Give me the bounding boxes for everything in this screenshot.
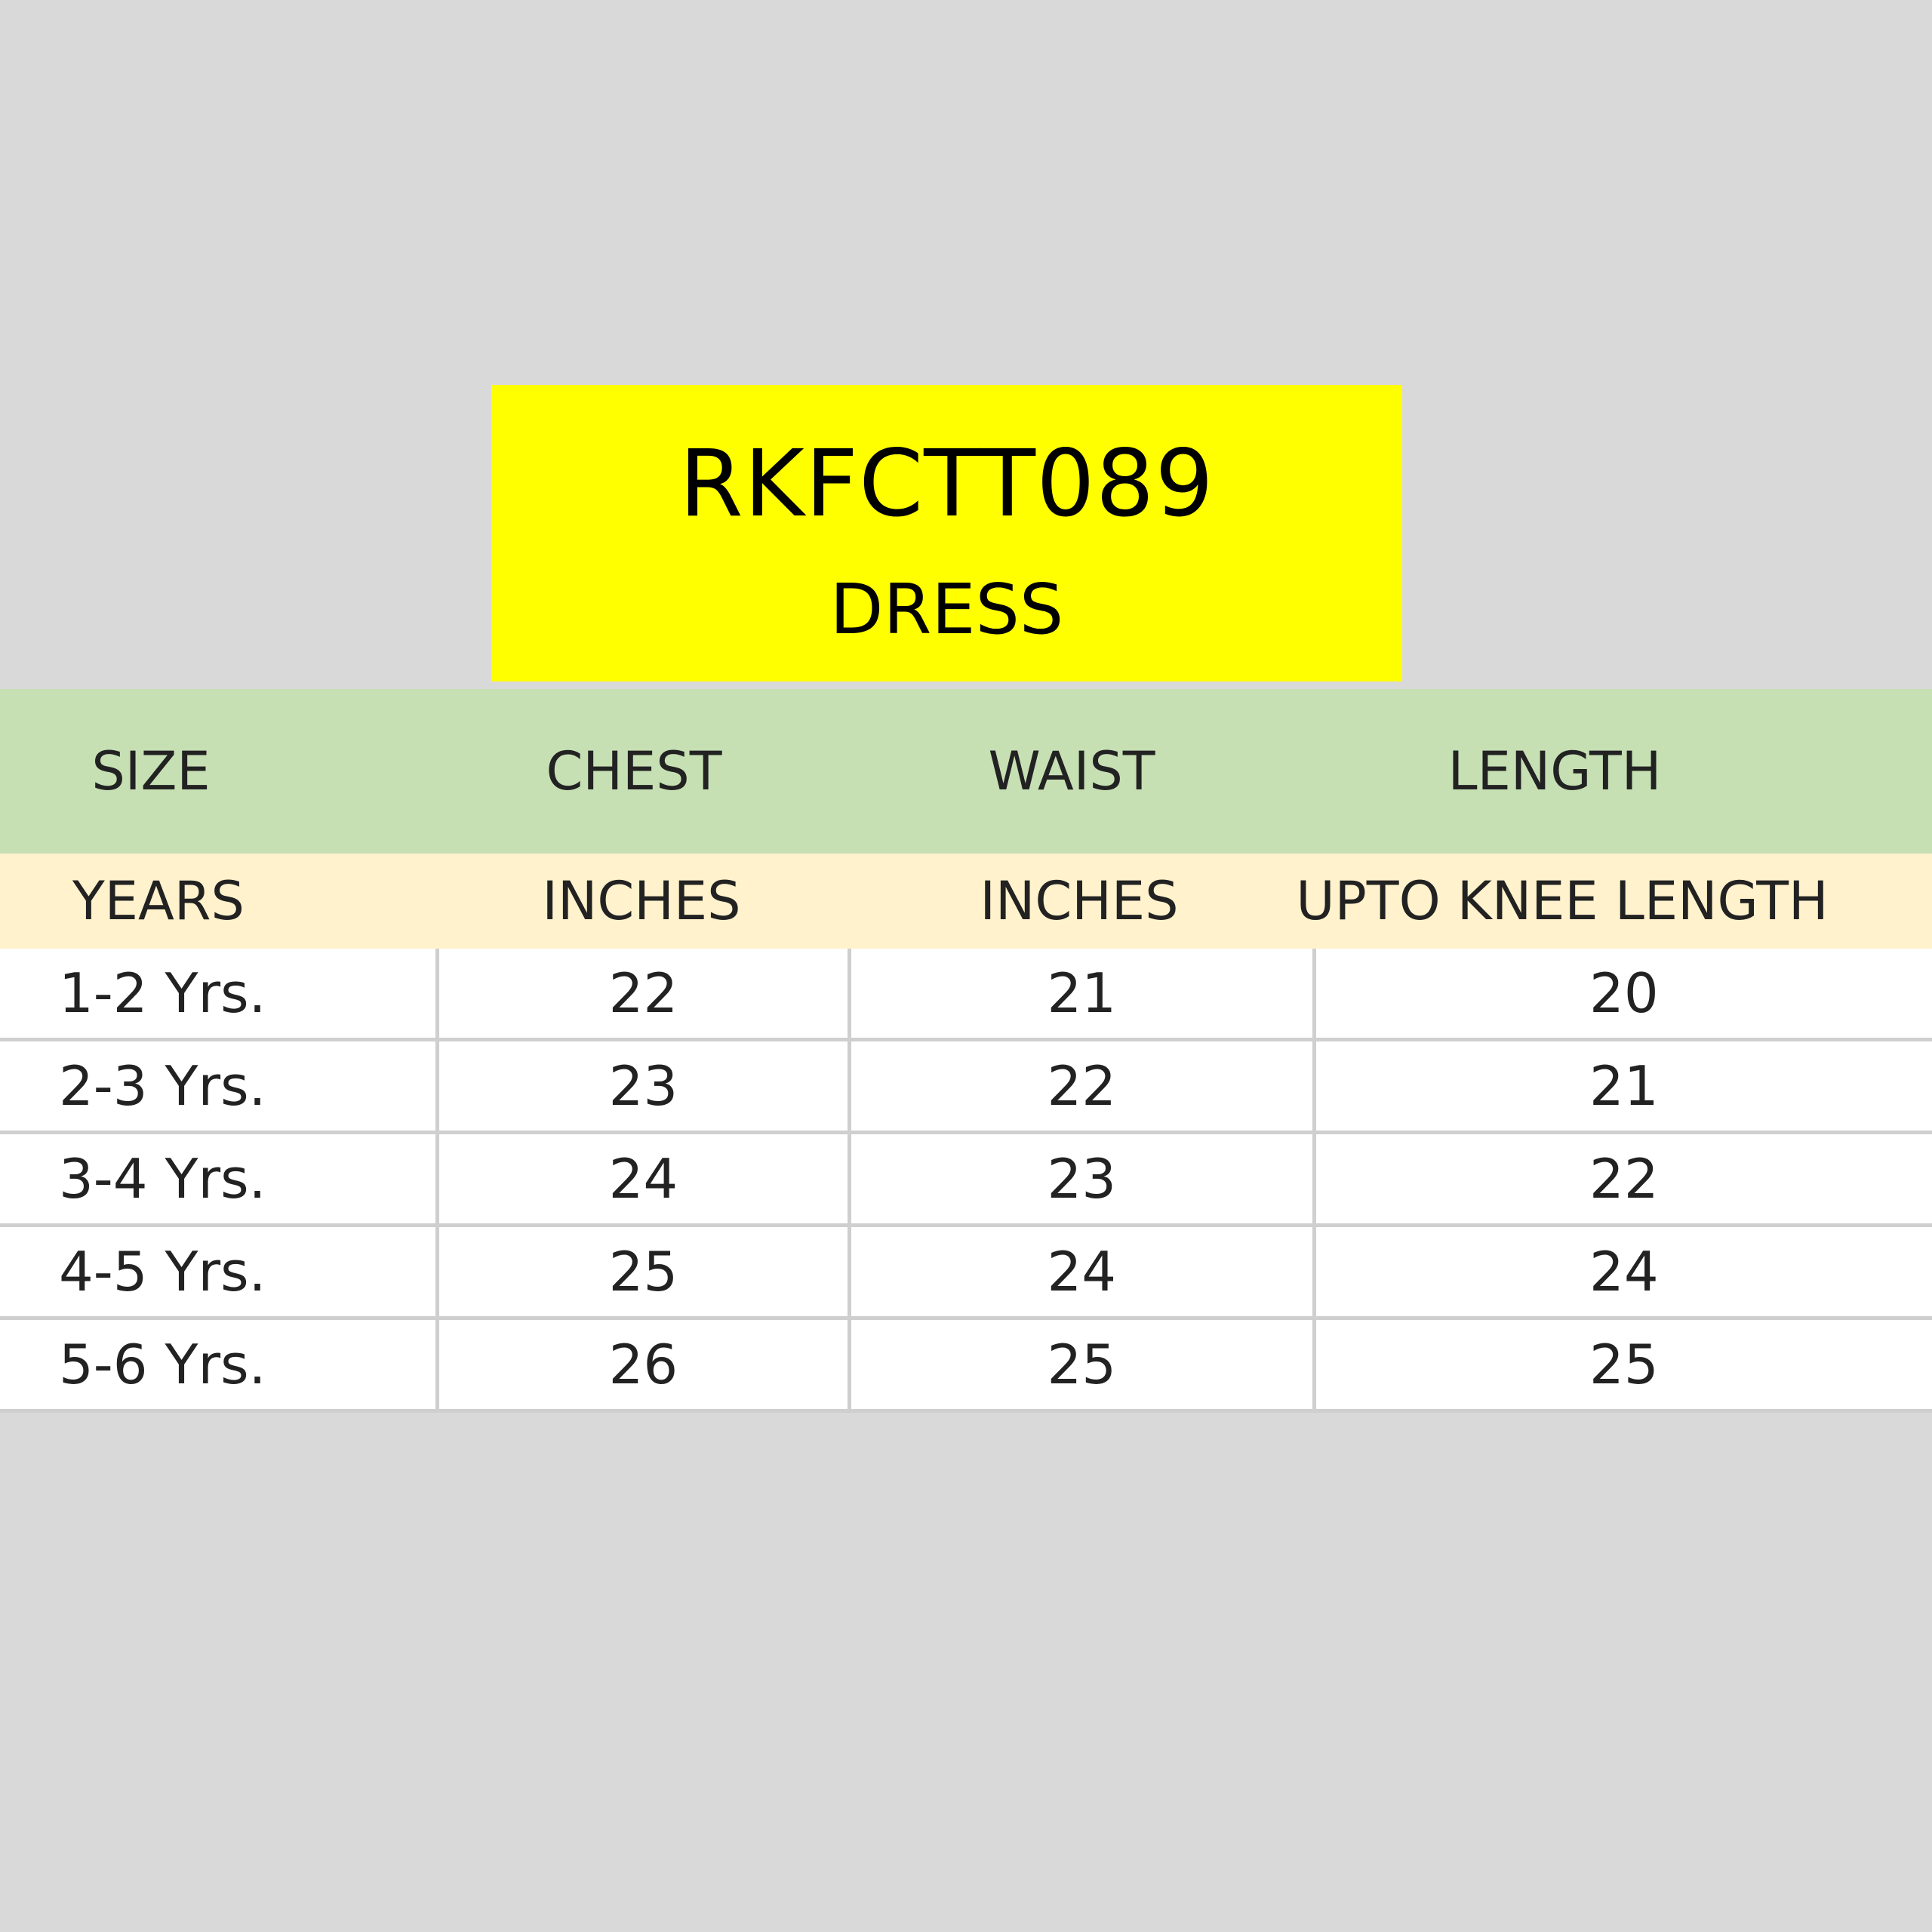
cell-chest: 23 [435, 1041, 848, 1131]
unit-size: YEARS [72, 870, 245, 932]
cell-waist: 25 [847, 1320, 1312, 1409]
table-row: 3-4 Yrs. 24 23 22 [0, 1134, 1932, 1227]
header-chest: CHEST [546, 740, 722, 802]
cell-chest: 26 [435, 1320, 848, 1409]
cell-size: 1-2 Yrs. [59, 961, 266, 1025]
table-row: 4-5 Yrs. 25 24 24 [0, 1227, 1932, 1320]
table-row: 5-6 Yrs. 26 25 25 [0, 1320, 1932, 1413]
cell-length: 25 [1312, 1320, 1932, 1409]
cell-waist: 21 [847, 949, 1312, 1038]
cell-size: 3-4 Yrs. [59, 1147, 266, 1211]
table-row: 1-2 Yrs. 22 21 20 [0, 949, 1932, 1041]
unit-chest: INCHES [542, 870, 741, 932]
cell-waist: 24 [847, 1227, 1312, 1316]
cell-waist: 22 [847, 1041, 1312, 1131]
title-box: RKFCTT089 DRESS [491, 385, 1402, 681]
unit-waist: INCHES [980, 870, 1179, 932]
header-length: LENGTH [1447, 740, 1662, 802]
cell-chest: 25 [435, 1227, 848, 1316]
cell-length: 24 [1312, 1227, 1932, 1316]
cell-chest: 24 [435, 1134, 848, 1223]
unit-length: UPTO KNEE LENGTH [1296, 870, 1829, 932]
table-row: 2-3 Yrs. 23 22 21 [0, 1041, 1932, 1134]
cell-length: 20 [1312, 949, 1932, 1038]
header-waist: WAIST [988, 740, 1155, 802]
product-type: DRESS [829, 569, 1064, 650]
cell-size: 5-6 Yrs. [59, 1333, 266, 1396]
cell-size: 2-3 Yrs. [59, 1054, 266, 1118]
header-size: SIZE [91, 740, 211, 802]
table-units-row: YEARS INCHES INCHES UPTO KNEE LENGTH [0, 854, 1932, 949]
table-body: 1-2 Yrs. 22 21 20 2-3 Yrs. 23 22 21 3-4 … [0, 949, 1932, 1413]
cell-size: 4-5 Yrs. [59, 1240, 266, 1303]
product-code: RKFCTT089 [679, 430, 1214, 537]
table-header-row: SIZE CHEST WAIST LENGTH [0, 689, 1932, 854]
cell-chest: 22 [435, 949, 848, 1038]
cell-length: 22 [1312, 1134, 1932, 1223]
cell-waist: 23 [847, 1134, 1312, 1223]
cell-length: 21 [1312, 1041, 1932, 1131]
